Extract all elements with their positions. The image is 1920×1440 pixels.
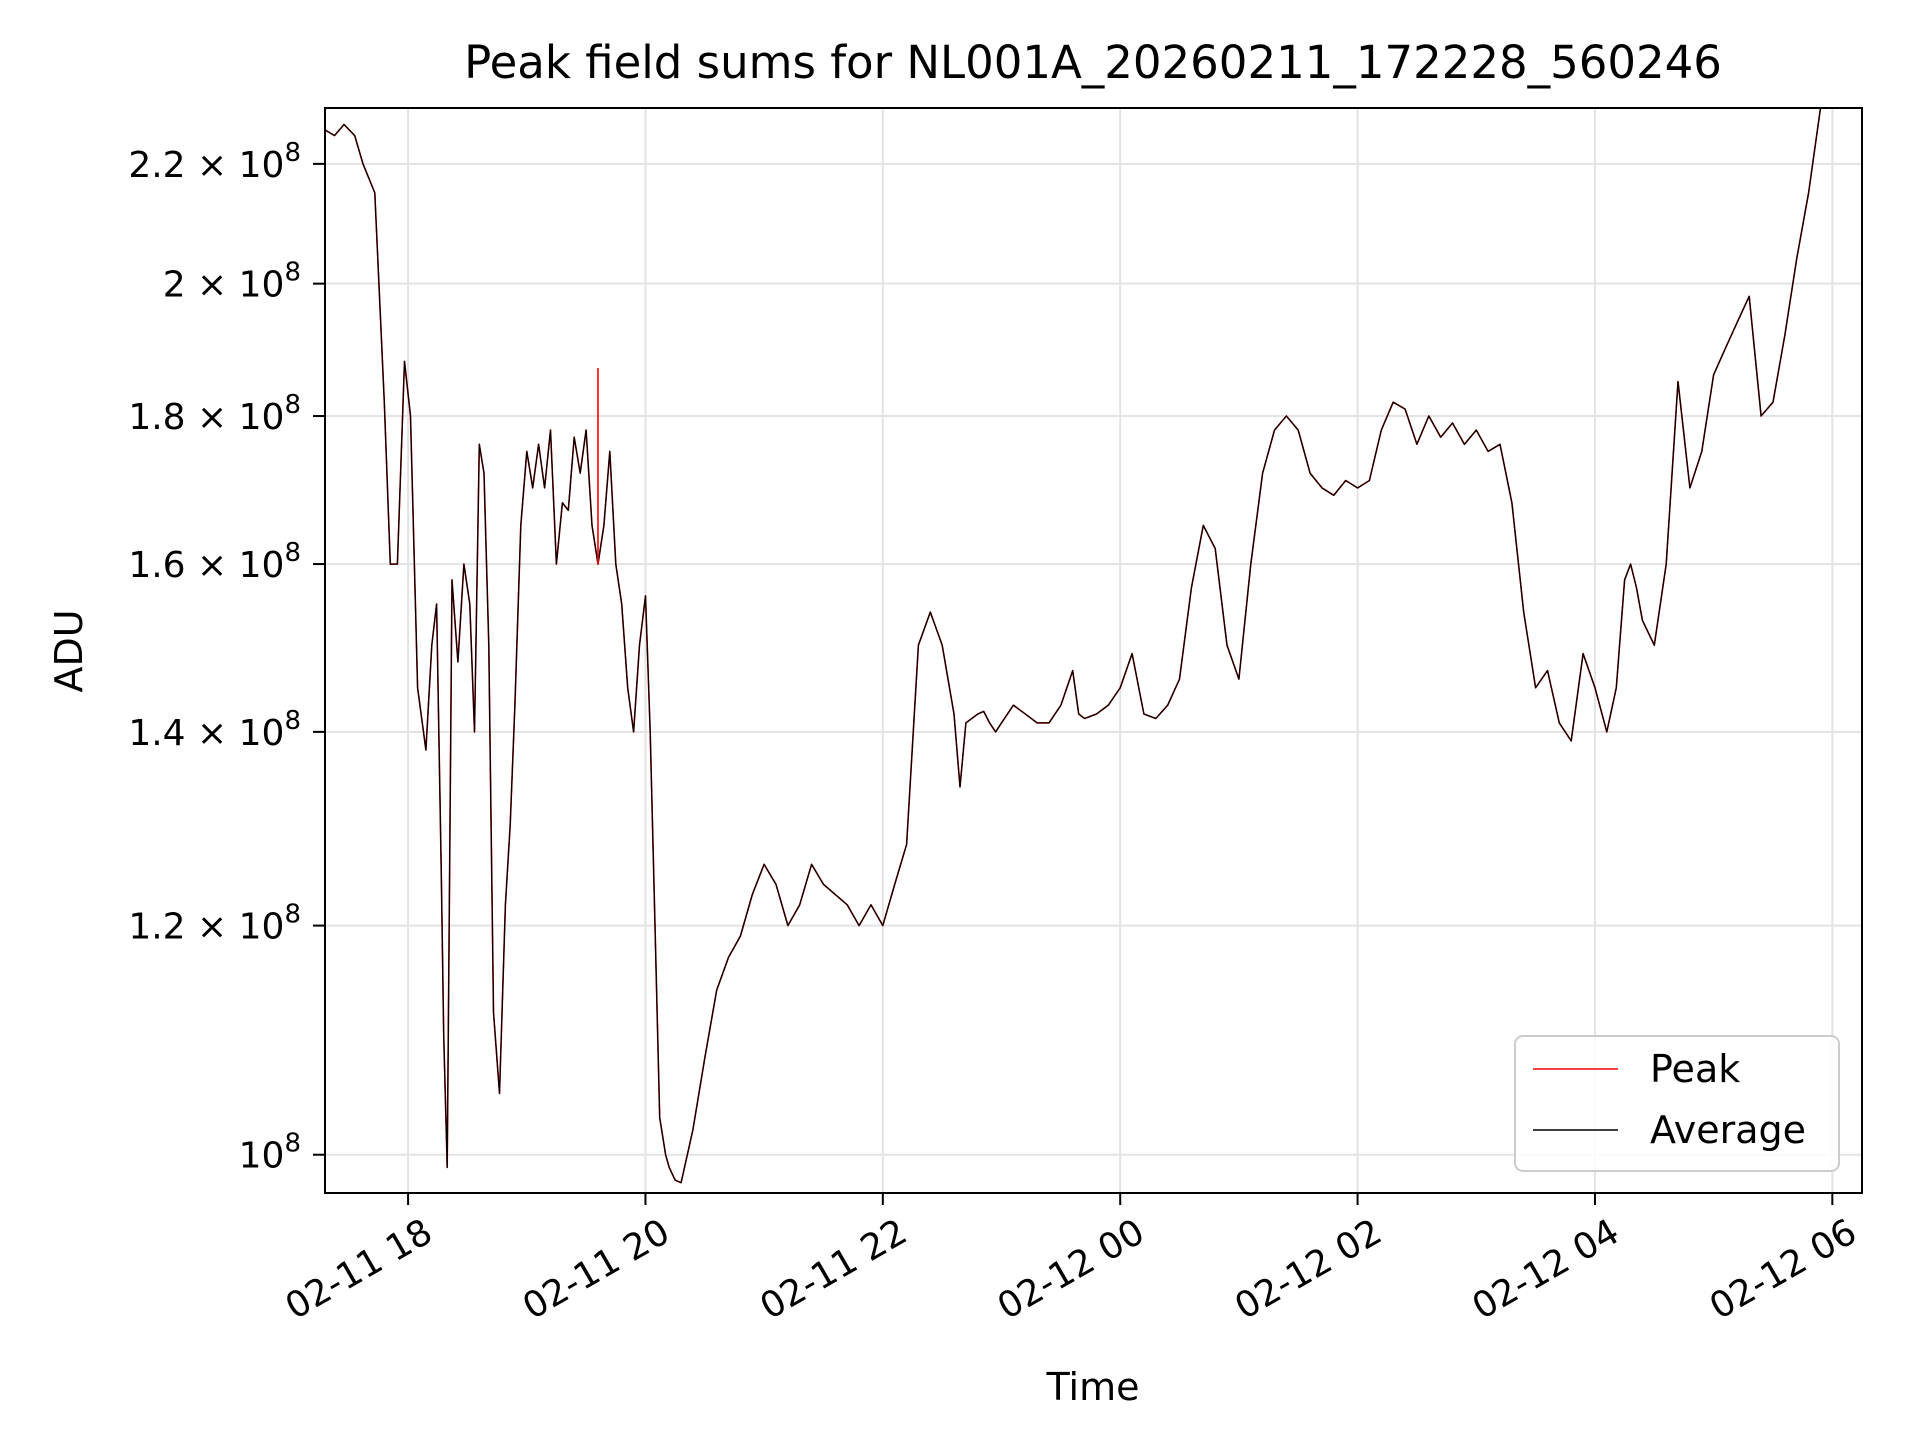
- y-tick-label: 1.8 × 108: [128, 390, 301, 438]
- x-axis-label: Time: [1046, 1365, 1140, 1409]
- legend: Peak Average: [1514, 1035, 1840, 1172]
- legend-average-label: Average: [1650, 1108, 1806, 1152]
- y-axis: 108 1.2 × 108 1.4 × 108 1.6 × 108 1.8 × 108 2…: [128, 138, 325, 1177]
- y-tick-label: 2.2 × 108: [128, 138, 301, 186]
- chart-title: Peak field sums for NL001A_20260211_1722…: [464, 36, 1722, 89]
- y-tick-label: 2 × 108: [163, 258, 301, 306]
- axes-frame: [324, 107, 1863, 1194]
- y-tick-label: 108: [239, 1129, 301, 1177]
- series-layer: [325, 108, 1822, 1184]
- y-tick-label: 1.4 × 108: [128, 706, 301, 754]
- y-axis-label: ADU: [47, 609, 91, 692]
- legend-peak-label: Peak: [1650, 1047, 1740, 1091]
- series-line-average: [325, 108, 1822, 1184]
- grid: [325, 108, 1862, 1193]
- y-tick-label: 1.6 × 108: [128, 538, 301, 586]
- y-tick-label: 1.2 × 108: [128, 900, 301, 948]
